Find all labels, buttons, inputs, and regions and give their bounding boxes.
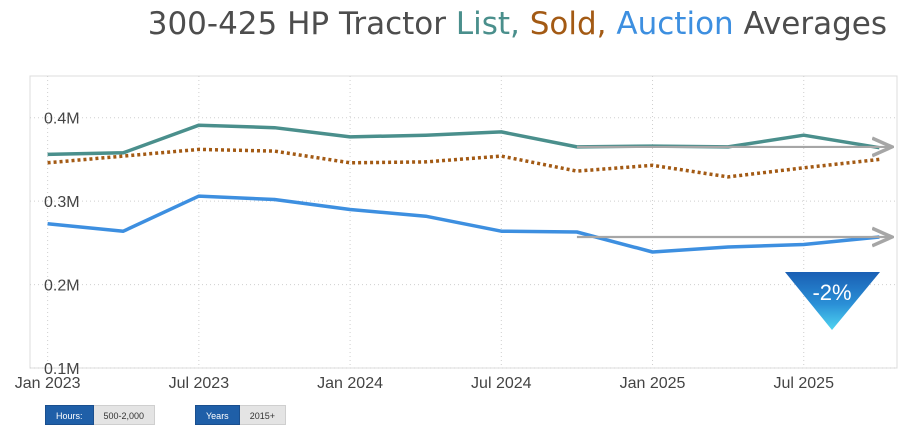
title-prefix: 300-425 HP Tractor xyxy=(147,6,456,42)
years-filter-value: 2015+ xyxy=(239,405,286,425)
x-tick-label: Jan 2025 xyxy=(620,375,686,392)
y-tick-label: 0.4M xyxy=(44,111,80,128)
title-list: List, xyxy=(455,6,520,42)
x-tick-label: Jan 2024 xyxy=(317,375,383,392)
x-tick-label: Jan 2023 xyxy=(15,375,81,392)
title-suffix: Averages xyxy=(733,6,887,42)
change-badge-triangle xyxy=(785,272,880,330)
hours-filter[interactable]: Hours: 500-2,000 xyxy=(45,405,156,425)
x-tick-label: Jul 2025 xyxy=(773,375,834,392)
series-sold-line xyxy=(47,147,880,179)
y-tick-label: 0.3M xyxy=(44,194,80,211)
x-tick-label: Jul 2024 xyxy=(471,375,532,392)
chart-title: 300-425 HP Tractor List, Sold, Auction A… xyxy=(0,6,909,42)
plot-frame xyxy=(29,75,898,369)
years-filter[interactable]: Years 2015+ xyxy=(195,405,286,425)
title-auction: Auction xyxy=(606,6,734,42)
title-sold: Sold, xyxy=(519,6,607,42)
hours-filter-value: 500-2,000 xyxy=(93,405,156,425)
change-badge-text: -2% xyxy=(812,280,851,305)
years-filter-label: Years xyxy=(195,405,240,425)
y-tick-label: 0.2M xyxy=(44,278,80,295)
y-tick-label: 0.1M xyxy=(44,361,80,378)
x-tick-label: Jul 2023 xyxy=(169,375,230,392)
series-list-line xyxy=(47,123,880,157)
hours-filter-label: Hours: xyxy=(45,405,94,425)
series-auction-line xyxy=(47,194,880,254)
